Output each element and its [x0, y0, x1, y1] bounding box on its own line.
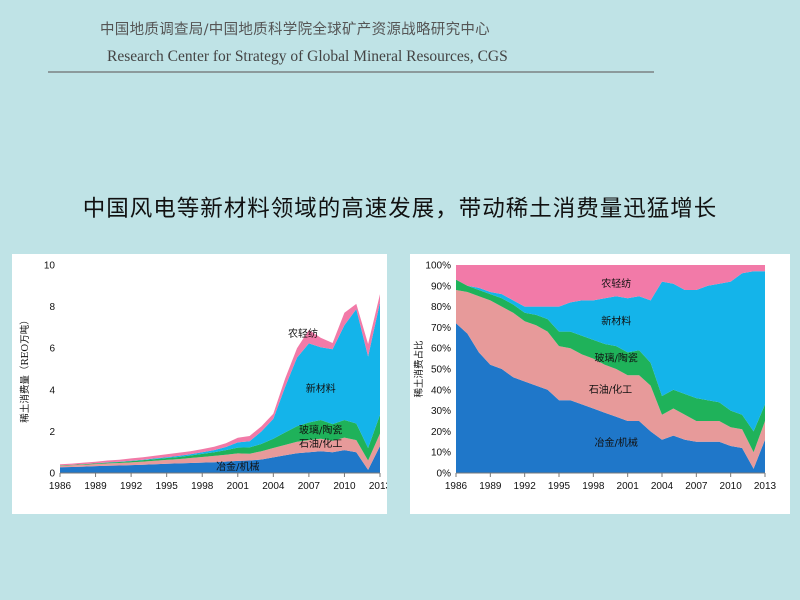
- series-label-5: 农轻纺: [288, 327, 318, 340]
- x-tick-label: 1998: [582, 481, 605, 492]
- y-tick-label: 40%: [431, 385, 451, 396]
- x-tick-label: 1998: [191, 481, 214, 492]
- x-tick-label: 2007: [685, 481, 708, 492]
- y-tick-label: 60%: [431, 344, 451, 355]
- absolute-consumption-chart-panel: 0 2 4 6 8 10 1986 1989 1992 1995 1998 2001 2004 2007 2…: [12, 254, 387, 514]
- series-area-1: [60, 446, 380, 473]
- x-tick-label: 2004: [262, 481, 285, 492]
- y-tick-label: 6: [49, 344, 55, 355]
- x-tick-label: 1989: [84, 481, 107, 492]
- y-tick-label: 100%: [425, 261, 451, 272]
- x-tick-label: 1992: [120, 481, 143, 492]
- series-area-2: [456, 290, 765, 469]
- y-axis-label: 稀土消费量（REO万吨）: [19, 315, 31, 422]
- series-area-5: [60, 294, 380, 466]
- x-tick-label: 1986: [49, 481, 72, 492]
- series-label-1: 冶金/机械: [595, 436, 638, 449]
- x-tick-label: 2013: [369, 481, 387, 492]
- y-tick-label: 50%: [431, 365, 451, 376]
- y-tick-label: 10%: [431, 448, 451, 459]
- header-title-en: Research Center for Strategy of Global M…: [107, 48, 508, 65]
- series-label-4: 新材料: [601, 314, 631, 327]
- series-label-3: 玻璃/陶瓷: [595, 352, 638, 365]
- y-tick-label: 0: [49, 469, 55, 480]
- x-tick-label: 2001: [227, 481, 250, 492]
- x-tick-label: 2001: [617, 481, 640, 492]
- series-label-1: 冶金/机械: [216, 460, 259, 473]
- y-tick-label: 30%: [431, 406, 451, 417]
- x-tick-label: 1989: [479, 481, 502, 492]
- y-axis-label: 稀土消费占比: [413, 340, 425, 397]
- y-tick-label: 70%: [431, 323, 451, 334]
- y-tick-label: 20%: [431, 427, 451, 438]
- y-tick-label: 8: [49, 302, 55, 313]
- series-label-2: 石油/化工: [299, 437, 342, 450]
- series-area-3: [60, 414, 380, 466]
- x-tick-label: 2010: [333, 481, 356, 492]
- y-tick-label: 90%: [431, 281, 451, 292]
- share-consumption-chart: 0% 10% 20% 30% 40% 50% 60% 70% 80% 90% 100% 1986 198…: [413, 261, 777, 493]
- y-tick-label: 10: [44, 261, 56, 272]
- y-tick-label: 0%: [437, 469, 452, 480]
- x-tick-label: 1995: [156, 481, 179, 492]
- series-area-1: [456, 323, 765, 473]
- slide-subtitle: 中国风电等新材料领域的高速发展，带动稀土消费量迅猛增长: [82, 196, 718, 222]
- absolute-consumption-chart: 0 2 4 6 8 10 1986 1989 1992 1995 1998 2001 2004 2007 2…: [19, 261, 387, 493]
- x-tick-label: 2007: [298, 481, 321, 492]
- x-tick-label: 2004: [651, 481, 674, 492]
- share-consumption-chart-panel: 0% 10% 20% 30% 40% 50% 60% 70% 80% 90% 100% 1986 198…: [410, 254, 790, 514]
- y-tick-label: 80%: [431, 302, 451, 313]
- y-tick-label: 4: [49, 385, 55, 396]
- x-tick-label: 1995: [548, 481, 571, 492]
- x-tick-label: 2013: [754, 481, 777, 492]
- series-area-3: [456, 279, 765, 453]
- header-divider: [48, 71, 654, 73]
- x-tick-label: 1986: [445, 481, 468, 492]
- series-label-5: 农轻纺: [601, 277, 631, 290]
- series-area-2: [60, 433, 380, 470]
- y-tick-label: 2: [49, 427, 55, 438]
- series-area-4: [60, 302, 380, 466]
- series-label-3: 玻璃/陶瓷: [299, 423, 342, 436]
- series-area-5: [456, 265, 765, 307]
- header-title-cn: 中国地质调查局/中国地质科学院全球矿产资源战略研究中心: [100, 22, 490, 38]
- series-label-4: 新材料: [306, 382, 336, 395]
- x-tick-label: 1992: [514, 481, 537, 492]
- series-label-2: 石油/化工: [589, 383, 632, 396]
- series-area-4: [456, 271, 765, 432]
- x-tick-label: 2010: [720, 481, 743, 492]
